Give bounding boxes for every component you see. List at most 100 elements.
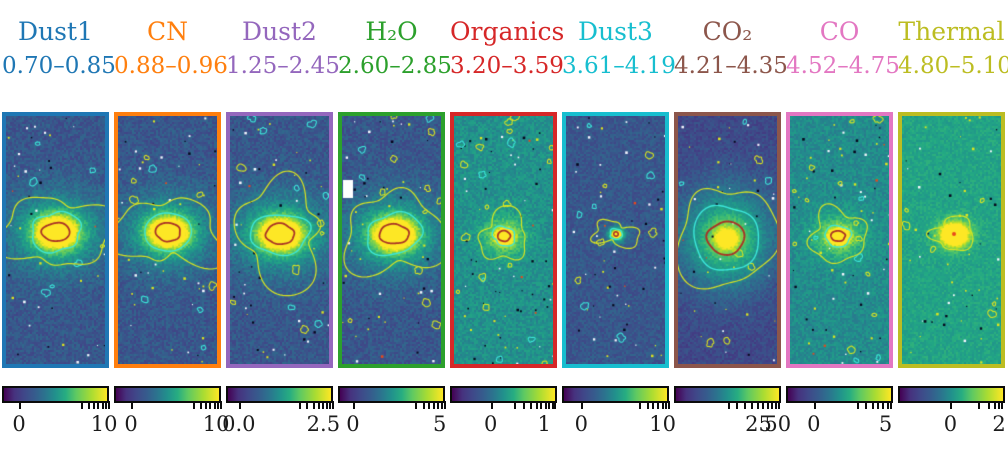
panel-title: Dust3 3.61–4.19 (562, 14, 676, 82)
coma-map-image (902, 116, 1001, 364)
colorbar-max-label: 10 (90, 412, 118, 436)
spectral-panel: Dust3 3.61–4.19 0 10 (562, 0, 676, 442)
colorbar-tick (639, 401, 642, 409)
colorbar: 0 10 (114, 386, 230, 442)
colorbar-tick (744, 401, 747, 409)
colorbar-tick (131, 401, 134, 409)
colorbar-tick (209, 401, 212, 409)
colorbar-tick (751, 401, 754, 409)
colorbar-tick (213, 401, 216, 409)
colorbar-tick (529, 401, 532, 409)
panel-title: Organics 3.20–3.59 (450, 14, 564, 82)
colorbar-tick (306, 401, 309, 409)
image-frame (226, 112, 333, 368)
colorbar-min-label: 25 (745, 412, 772, 436)
colorbar-gradient (226, 386, 333, 403)
colorbar-tick (554, 401, 557, 409)
image-frame (786, 112, 893, 368)
colorbar-ticks (450, 401, 557, 410)
colorbar-tick (535, 401, 538, 409)
colorbar-ticks (786, 401, 893, 410)
colorbar-tick (652, 401, 655, 409)
panel-title: Dust1 0.70–0.85 (2, 14, 116, 82)
colorbar-tick (204, 401, 207, 409)
coma-map-image (454, 116, 553, 364)
band-name: CO₂ (702, 17, 753, 46)
coma-map-image (230, 116, 329, 364)
colorbar-tick (199, 401, 202, 409)
colorbar-gradient (338, 386, 445, 403)
colorbar: 0 10 (2, 386, 118, 442)
colorbar-labels: 0 10 (114, 412, 229, 442)
image-frame (338, 112, 445, 368)
colorbar-ticks (338, 401, 446, 410)
wavelength-range-microns: 0.70–0.85 (2, 53, 116, 79)
image-frame (674, 112, 781, 368)
colorbar-max-label: 10 (202, 412, 230, 436)
colorbar-min-label: 0 (483, 412, 498, 436)
colorbar-gradient (450, 386, 557, 403)
colorbar-tick (331, 401, 334, 409)
colorbar-tick (890, 401, 893, 409)
colorbar-tick (736, 401, 739, 409)
colorbar-ticks (674, 401, 781, 410)
colorbar-tick (329, 401, 332, 409)
colorbar-tick (432, 401, 435, 409)
colorbar-tick (352, 401, 355, 409)
colorbar-max-label: 10 (649, 412, 676, 436)
colorbar-max-label: 5 (878, 412, 893, 436)
spectral-panel: CN 0.88–0.96 0 10 (114, 0, 230, 442)
panel-title: CO₂ 4.21–4.35 (674, 14, 788, 82)
colorbar-ticks (114, 401, 222, 410)
spectral-panel: Dust1 0.70–0.85 0 10 (2, 0, 118, 442)
coma-map-image (6, 116, 105, 364)
colorbar-max-label: 1 (537, 412, 551, 436)
colorbar-tick (1001, 401, 1004, 409)
colorbar-max-label: 5 (432, 412, 447, 436)
colorbar: 0.0 2.5 (222, 386, 340, 442)
colorbar-tick (238, 401, 241, 409)
panel-title: H₂O 2.60–2.85 (338, 14, 452, 82)
spectral-panel: CO₂ 4.21–4.35 25 50 (674, 0, 791, 442)
wavelength-range-microns: 1.25–2.45 (226, 53, 340, 79)
colorbar-gradient (2, 386, 109, 403)
colorbar-gradient (562, 386, 669, 403)
colorbar-tick (522, 401, 525, 409)
colorbar-labels: 0 10 (2, 412, 117, 442)
image-frame (2, 112, 109, 368)
colorbar-tick (544, 401, 547, 409)
colorbar-labels: 0 10 (562, 412, 676, 442)
colorbar-min-label: 0 (346, 412, 360, 436)
colorbar-tick (107, 401, 110, 409)
spectral-panel: Dust2 1.25–2.45 0.0 2.5 (222, 0, 340, 442)
colorbar-tick (318, 401, 321, 409)
colorbar-tick (422, 401, 425, 409)
colorbar-tick (813, 401, 816, 409)
colorbar-tick (877, 401, 880, 409)
colorbar-tick (864, 401, 867, 409)
colorbar-tick (440, 401, 443, 409)
colorbar-tick (312, 401, 315, 409)
colorbar-tick (646, 401, 649, 409)
band-name: CO (819, 17, 860, 46)
colorbar-tick (19, 401, 22, 409)
wavelength-range-microns: 4.52–4.75 (786, 53, 900, 79)
colorbar-ticks (226, 401, 334, 410)
wavelength-range-microns: 4.21–4.35 (674, 53, 788, 79)
band-name: Dust1 (18, 17, 93, 46)
colorbar-tick (514, 401, 517, 409)
coma-map-image (342, 116, 441, 364)
colorbar-tick (775, 401, 778, 409)
colorbar-tick (551, 401, 554, 409)
colorbar-tick (998, 401, 1001, 409)
